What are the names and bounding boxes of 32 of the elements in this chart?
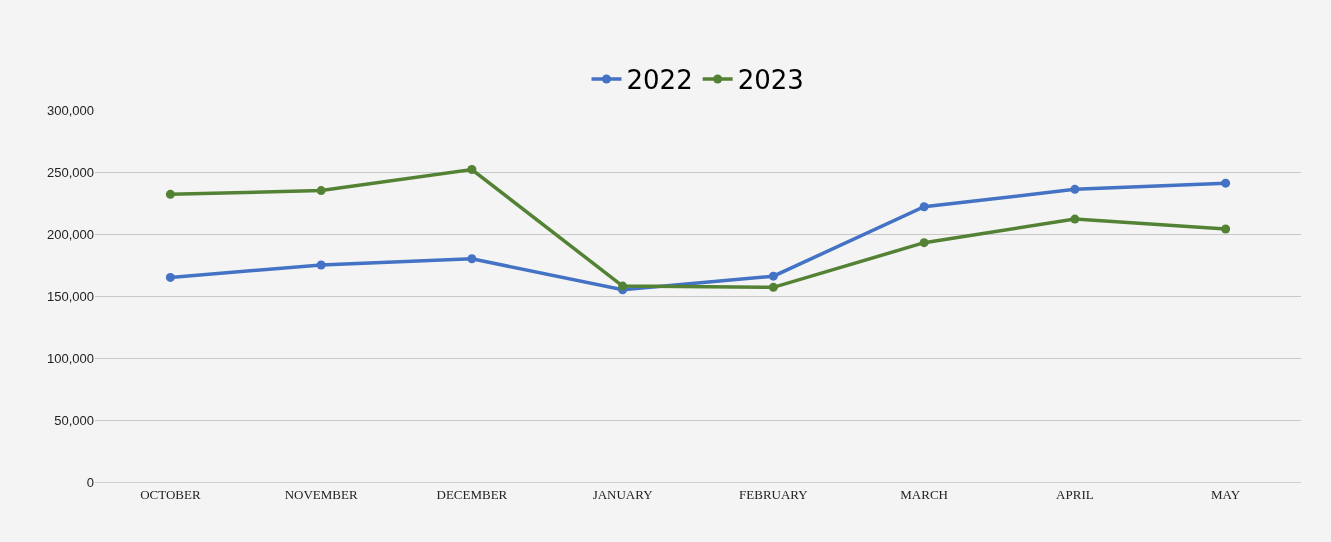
y-tick-label: 0 [86, 474, 94, 490]
point [919, 202, 929, 212]
x-tick-label: NOVEMBER [284, 486, 358, 502]
point [467, 254, 477, 264]
point [165, 272, 175, 282]
y-tick-label: 300,000 [47, 102, 94, 118]
x-tick-label: MAY [1211, 486, 1241, 502]
y-tick-label: 250,000 [47, 164, 94, 180]
point [1221, 224, 1231, 234]
y-tick-label: 100,000 [47, 350, 94, 366]
point [1221, 178, 1231, 188]
x-tick-label: MARCH [900, 486, 948, 502]
y-tick-label: 200,000 [47, 226, 94, 242]
point [919, 238, 929, 248]
legend-label: 2022 [626, 65, 693, 96]
point [618, 281, 628, 291]
point [467, 165, 477, 175]
x-tick-label: DECEMBER [436, 486, 508, 502]
x-tick-label: FEBRUARY [739, 486, 809, 502]
point [316, 186, 326, 196]
legend-label: 2023 [737, 65, 804, 96]
point [1070, 214, 1080, 224]
point [165, 189, 175, 199]
x-tick-label: APRIL [1056, 486, 1094, 502]
x-tick-label: OCTOBER [140, 486, 201, 502]
point [768, 282, 778, 292]
y-tick-label: 150,000 [47, 288, 94, 304]
point [316, 260, 326, 270]
point [1070, 184, 1080, 194]
point [768, 271, 778, 281]
y-tick-label: 50,000 [54, 412, 94, 428]
x-tick-label: JANUARY [592, 486, 654, 502]
